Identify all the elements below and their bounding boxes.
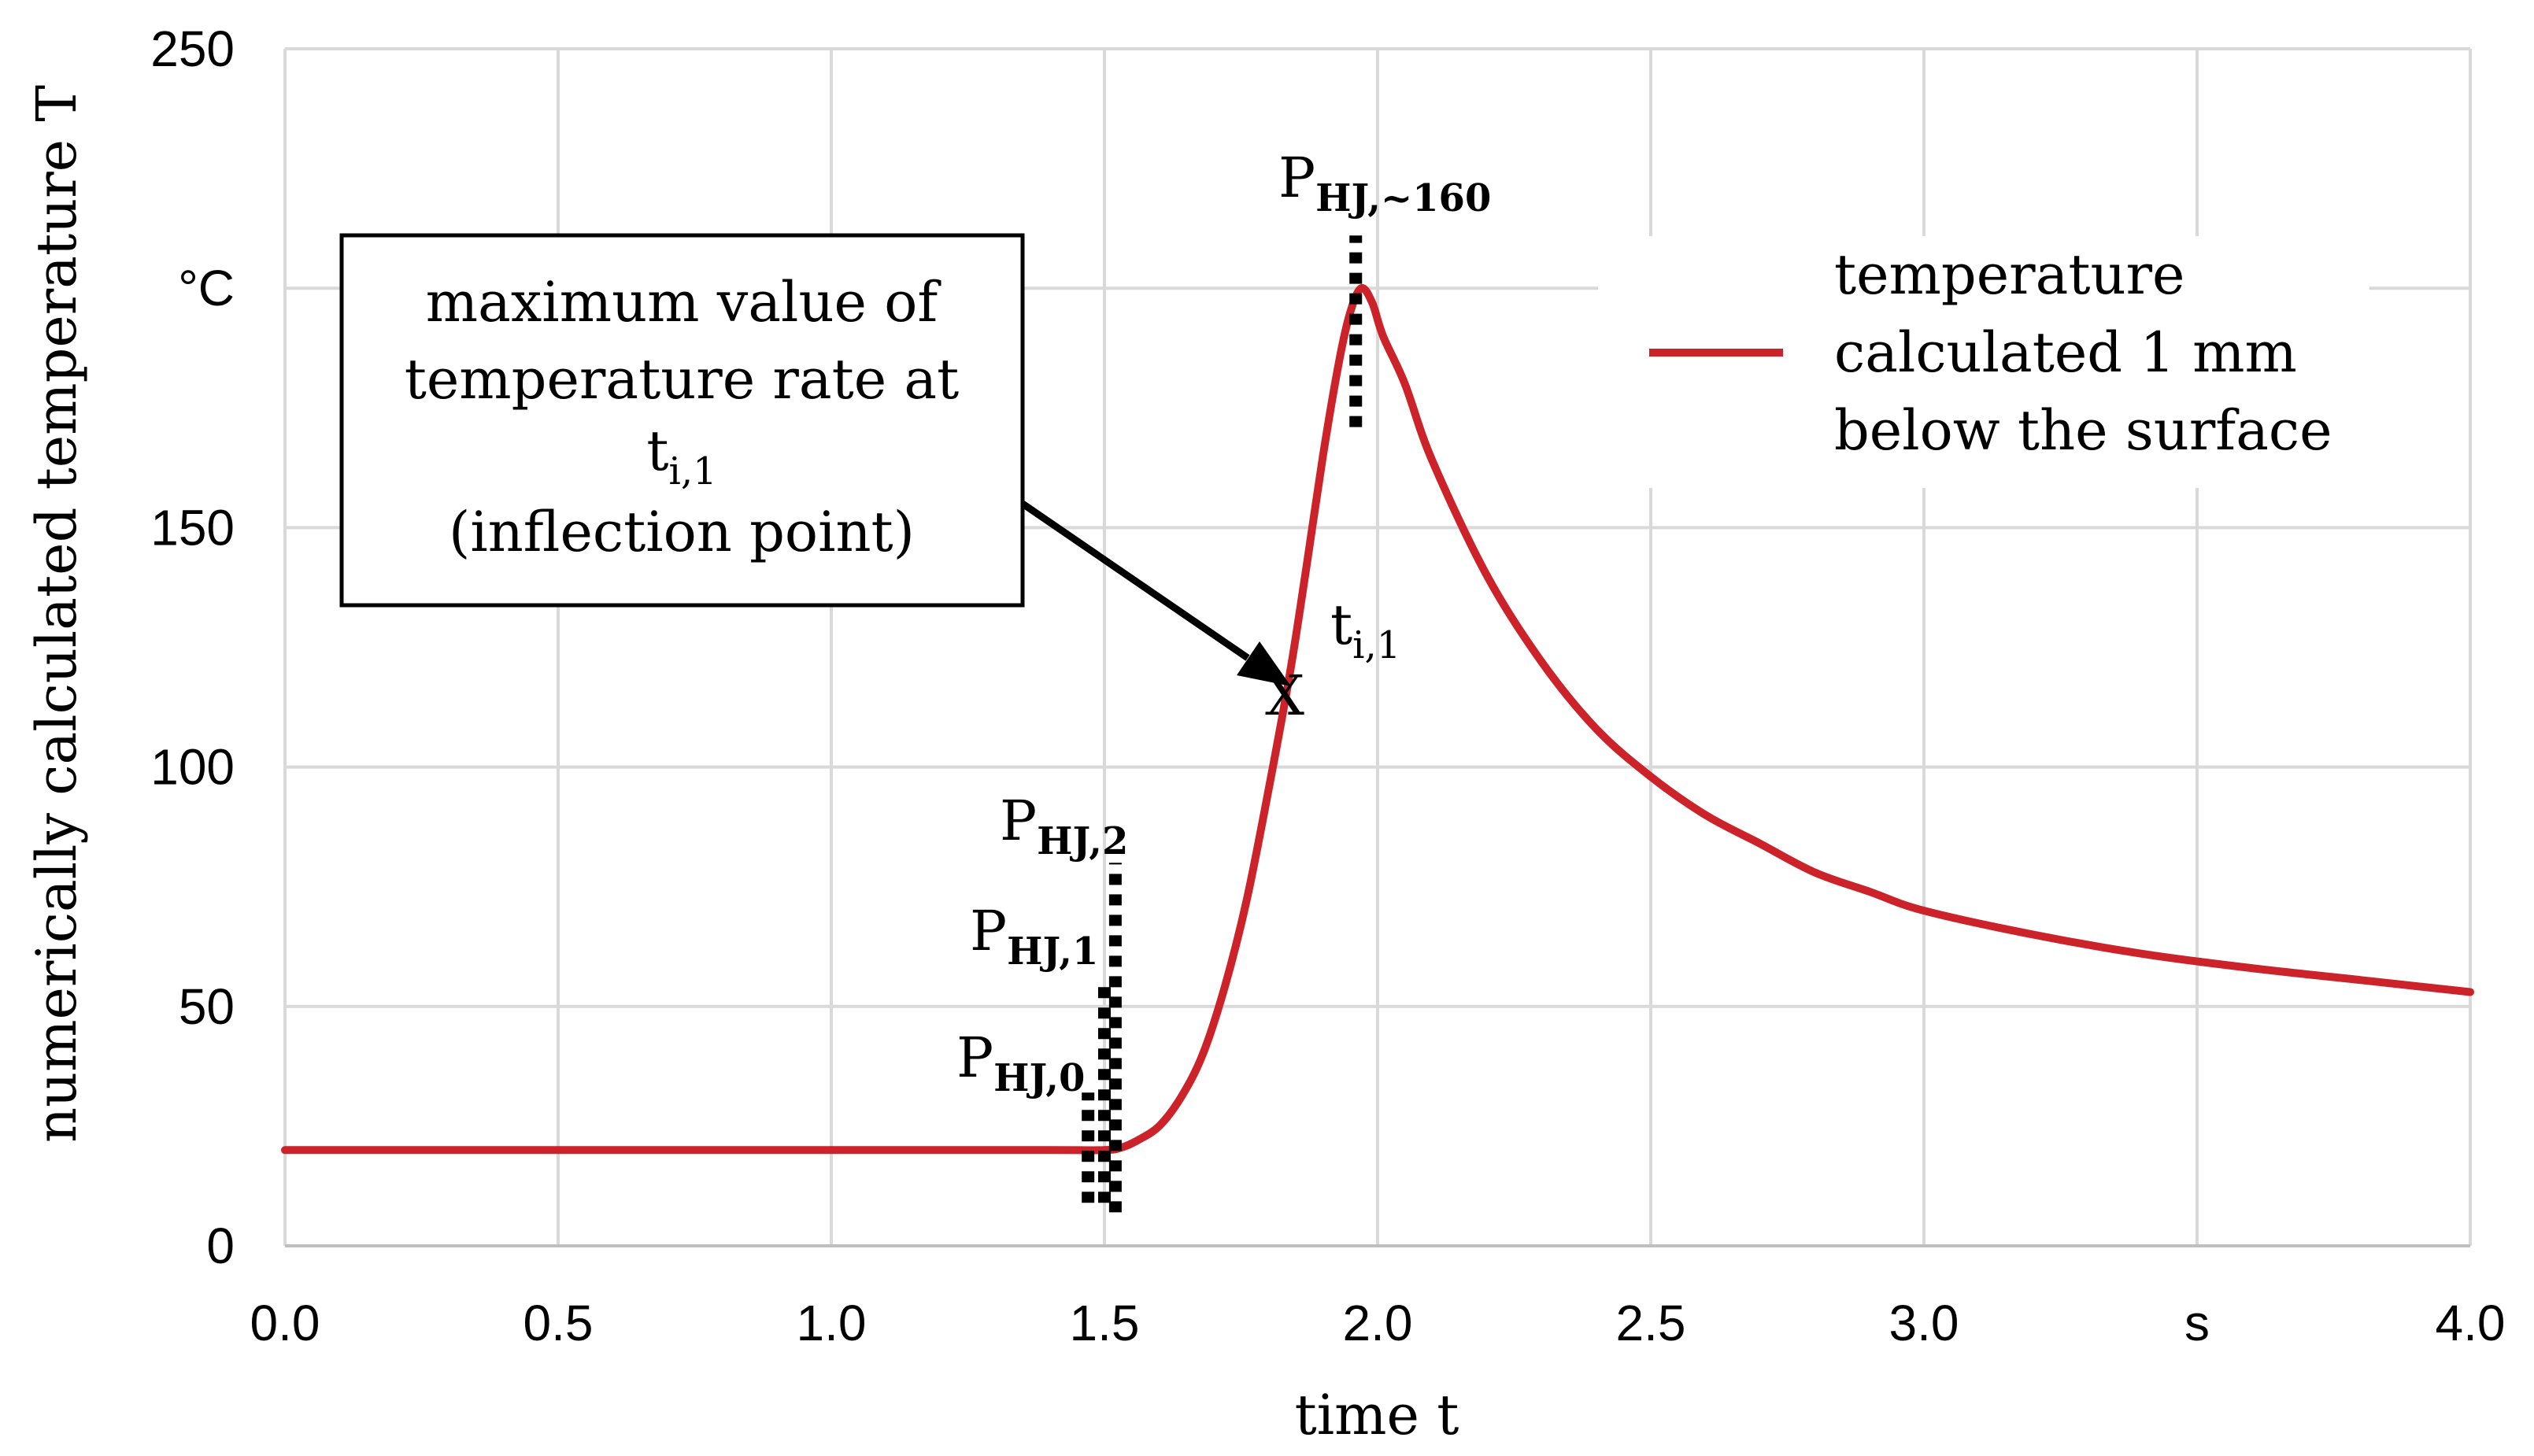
inflection-label: ti,1 [1330, 593, 1400, 667]
legend-label-line-2: calculated 1 mm [1834, 320, 2297, 385]
marker-label-main: P [956, 1025, 993, 1090]
callout-line-2: temperature rate at [405, 347, 960, 412]
marker-label-main: P [1000, 789, 1037, 853]
callout: maximum value of temperature rate at ti,… [339, 233, 1025, 608]
marker-label-p-hj-1: PHJ,1 [970, 899, 1098, 974]
callout-line-3-main: t [646, 419, 668, 483]
marker-labels: PHJ,0 PHJ,1 PHJ,2 PHJ,~160 [956, 146, 1491, 1100]
marker-label-p-hj-2: PHJ,2 [1000, 789, 1128, 863]
legend: temperature calculated 1 mm below the su… [1598, 236, 2369, 488]
x-axis-title: time t [1295, 1383, 1459, 1447]
y-axis-title: numerically calculated temperature T [24, 85, 89, 1143]
y-tick-label: 0 [206, 1218, 235, 1274]
marker-label-main: P [1278, 146, 1315, 210]
marker-label-main: P [970, 899, 1007, 963]
y-tick-label: 150 [150, 499, 235, 556]
marker-label-p-hj-0: PHJ,0 [956, 1025, 1085, 1100]
x-tick-label: 4.0 [2436, 1295, 2506, 1351]
x-tick-label: 1.5 [1070, 1295, 1140, 1351]
x-tick-label: 2.5 [1616, 1295, 1686, 1351]
callout-line-3: ti,1 [646, 419, 716, 493]
legend-label-line-1: temperature [1834, 242, 2184, 307]
marker-label-sub: HJ,1 [1007, 929, 1098, 974]
callout-box [339, 233, 1025, 608]
y-tick-label: °C [178, 260, 235, 316]
x-tick-label: 1.0 [797, 1295, 867, 1351]
marker-label-p-hj-160: PHJ,~160 [1278, 146, 1491, 220]
marker-label-sub: HJ,~160 [1315, 176, 1491, 220]
y-tick-label: 100 [150, 739, 235, 796]
marker-label-sub: HJ,2 [1037, 819, 1128, 863]
y-tick-labels: 0 50 100 150 °C 250 [150, 20, 235, 1274]
callout-arrow-head [1237, 641, 1291, 686]
x-tick-label: 0.0 [250, 1295, 320, 1351]
x-tick-labels: 0.0 0.5 1.0 1.5 2.0 2.5 3.0 s 4.0 [250, 1295, 2506, 1351]
x-tick-label: 0.5 [523, 1295, 594, 1351]
callout-line-1: maximum value of [426, 270, 942, 334]
x-tick-label: 2.0 [1343, 1295, 1413, 1351]
y-tick-label: 50 [179, 978, 235, 1035]
x-tick-label: 3.0 [1889, 1295, 1959, 1351]
legend-label-line-3: below the surface [1834, 398, 2332, 463]
y-tick-label: 250 [150, 20, 235, 77]
callout-line-3-sub: i,1 [668, 449, 716, 493]
callout-line-4: (inflection point) [449, 500, 915, 564]
inflection-label-main: t [1330, 593, 1352, 657]
x-tick-label: s [2184, 1295, 2210, 1351]
marker-lines [1082, 235, 1363, 1213]
legend-background [1598, 236, 2369, 488]
marker-label-sub: HJ,0 [993, 1056, 1085, 1100]
inflection-label-sub: i,1 [1352, 623, 1400, 667]
callout-arrow-shaft [1020, 501, 1250, 661]
